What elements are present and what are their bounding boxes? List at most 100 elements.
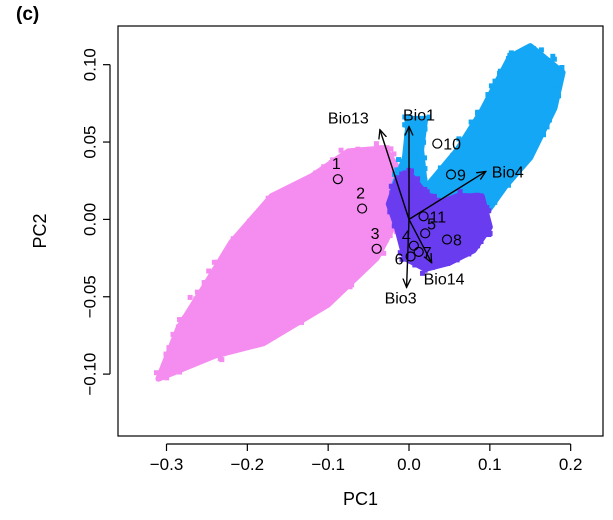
cloud-point: [388, 225, 394, 231]
y-tick-label: 0.05: [81, 125, 100, 158]
cloud-point: [163, 351, 169, 357]
cloud-point: [461, 193, 467, 199]
cloud-point: [391, 207, 397, 213]
cloud-point: [402, 156, 408, 162]
vector-label: Bio1: [403, 108, 435, 125]
cloud-point: [295, 186, 301, 192]
cloud-point: [551, 56, 557, 62]
cloud-point: [217, 356, 223, 362]
x-tick-label: 0.0: [397, 455, 421, 474]
cloud-point: [404, 133, 410, 139]
cloud-point: [404, 179, 410, 185]
cloud-point: [439, 259, 445, 265]
cloud-point: [422, 166, 428, 172]
cloud-point: [270, 334, 276, 340]
cloud-point: [428, 196, 434, 202]
cloud-point: [397, 250, 403, 256]
site-label: 3: [371, 226, 380, 243]
cloud-point: [415, 176, 421, 182]
cloud-point: [281, 189, 287, 195]
cloud-point: [395, 175, 401, 181]
cloud-point: [497, 68, 503, 74]
cloud-point: [389, 190, 395, 196]
cloud-point: [430, 264, 436, 270]
cloud-point: [422, 177, 428, 183]
cloud-point: [419, 181, 425, 187]
site-label: 1: [332, 156, 341, 173]
cloud-point: [492, 199, 498, 205]
cloud-point: [405, 170, 411, 176]
vector-bio14: [408, 219, 432, 262]
y-tick-label: 0.10: [81, 48, 100, 81]
cloud-point: [477, 117, 483, 123]
cloud-point: [370, 257, 376, 263]
cloud-point: [489, 202, 495, 208]
cloud-point: [557, 69, 563, 75]
cloud-point: [381, 250, 387, 256]
cloud-point: [313, 170, 319, 176]
cloud-point: [175, 324, 181, 330]
cloud-point: [397, 166, 403, 172]
cloud-point: [270, 196, 276, 202]
cloud-point: [510, 173, 516, 179]
cloud-point: [169, 370, 175, 376]
cloud-point: [177, 369, 183, 375]
cloud-point: [420, 121, 426, 127]
cloud-point: [170, 331, 176, 337]
y-tick-label: −0.05: [81, 275, 100, 318]
cloud-point: [230, 236, 236, 242]
cloud-point: [462, 252, 468, 258]
cloud-point: [505, 175, 511, 181]
site-marker: [445, 169, 457, 180]
cloud-point: [194, 289, 200, 295]
site-marker: [418, 211, 429, 222]
cloud-point: [399, 256, 405, 262]
vector-label: Bio4: [492, 164, 524, 181]
cloud-point: [404, 138, 410, 144]
cloud-point: [292, 183, 298, 189]
cloud-point: [254, 216, 260, 222]
cloud-point: [214, 259, 220, 265]
cloud-point: [355, 146, 361, 152]
cloud-point: [265, 195, 271, 201]
cloud-point: [515, 169, 521, 175]
plot-frame: [117, 25, 604, 437]
cloud-point: [343, 276, 349, 282]
cloud-point: [387, 232, 393, 238]
cloud-point: [177, 317, 183, 323]
cloud-point: [556, 93, 562, 99]
cloud-point: [484, 221, 490, 227]
cloud-point: [387, 209, 393, 215]
vector-label: Bio14: [424, 272, 465, 289]
x-axis: −0.3 −0.2 −0.1 0.0 0.1 0.2: [150, 443, 582, 474]
cloud-point: [181, 315, 187, 321]
cloud-point: [554, 87, 560, 93]
cloud-point: [423, 264, 429, 270]
cloud-point: [328, 160, 334, 166]
cloud-point: [384, 145, 390, 151]
cloud-point: [475, 243, 481, 249]
cloud-point: [425, 184, 431, 190]
cloud-point: [393, 189, 399, 195]
cloud-point: [408, 142, 414, 148]
cloud-point: [317, 303, 323, 309]
cloud-point: [481, 210, 487, 216]
cloud-point: [407, 114, 413, 120]
cloud-point: [308, 177, 314, 183]
cloud-point: [550, 53, 556, 59]
cloud-point: [538, 131, 544, 137]
cloud-point: [170, 367, 176, 373]
cloud-point: [386, 156, 392, 162]
cloud-point: [166, 345, 172, 351]
site-marker: [357, 203, 368, 214]
cloud-point: [422, 186, 428, 192]
cloud-point: [294, 316, 300, 322]
cloud-point: [392, 217, 398, 223]
x-tick-label: −0.3: [150, 455, 184, 474]
cloud-point: [486, 208, 492, 214]
cloud-point: [505, 56, 511, 62]
site-label: 9: [457, 168, 466, 185]
cloud-point: [417, 143, 423, 149]
cloud-point: [404, 119, 410, 125]
y-axis: −0.10 −0.05 0.00 0.05 0.10: [81, 48, 111, 396]
